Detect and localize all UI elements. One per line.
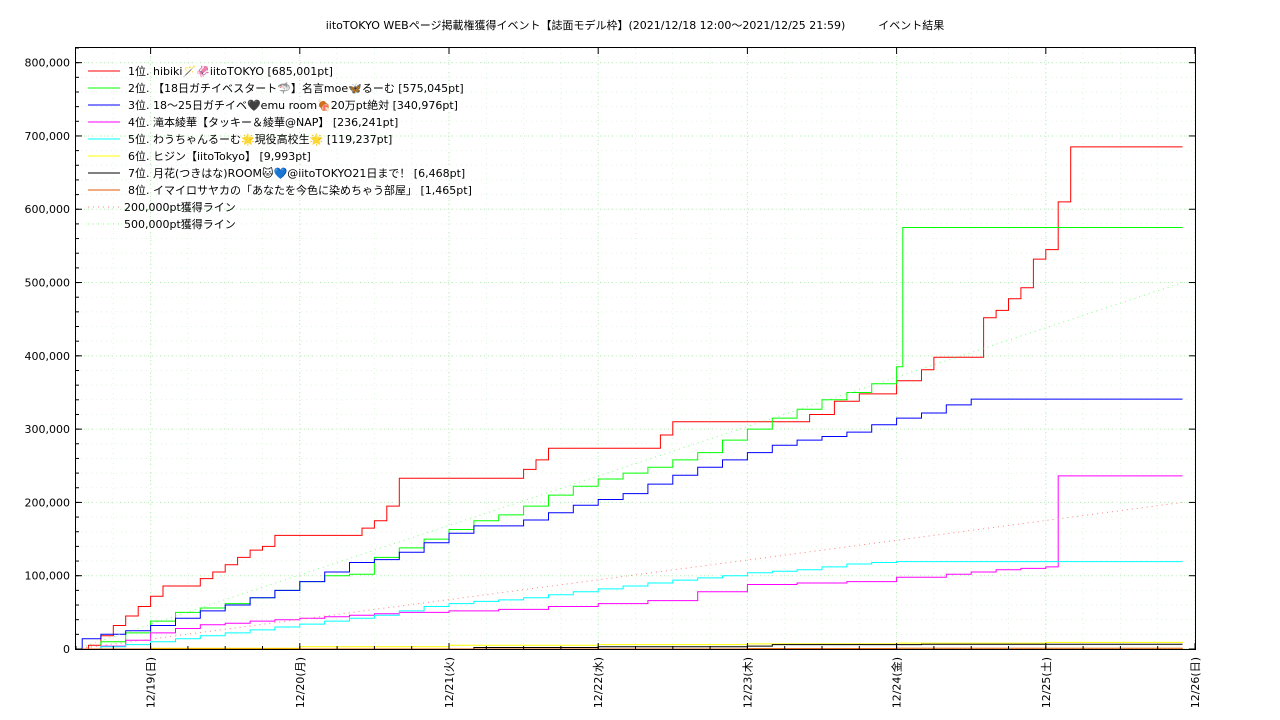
x-tick-label: 12/26(日) <box>1189 657 1202 708</box>
y-tick-label: 0 <box>63 643 70 656</box>
series-line-5 <box>76 561 1183 650</box>
series-line-9 <box>75 501 1183 650</box>
legend-label-2: 2位. 【18日ガチイベスタート🦈】名言moe🦋るーむ [575,045pt] <box>128 81 464 95</box>
legend-label-8: 8位. イマイロサヤカの「あなたを今色に染めちゃう部屋」 [1,465pt] <box>128 183 472 197</box>
chart-title: iitoTOKYO WEBページ掲載権獲得イベント【誌面モデル枠】(2021/1… <box>326 18 945 32</box>
series-line-4 <box>76 475 1183 650</box>
series-line-3 <box>76 398 1183 650</box>
legend-label-10: 500,000pt獲得ライン <box>124 218 236 231</box>
series-line-1 <box>76 146 1183 650</box>
x-tick-label: 12/25(土) <box>1040 657 1053 708</box>
y-tick-label: 700,000 <box>25 130 71 143</box>
y-tick-label: 500,000 <box>25 277 71 290</box>
axes-group: 12/19(日) 12/20(月) 12/21(火) 12/22(水) 12/23(木)… <box>25 47 1202 708</box>
legend-label-3: 3位. 18〜25日ガチイベ🖤emu room🍖20万pt絶対 [340,976… <box>128 98 458 113</box>
y-tick-label: 100,000 <box>25 570 71 583</box>
y-tick-label: 600,000 <box>25 203 71 216</box>
plot-frame <box>75 47 1196 650</box>
y-tick-label: 800,000 <box>25 57 71 70</box>
series-group <box>75 146 1183 650</box>
x-tick-label: 12/22(水) <box>592 657 605 708</box>
legend-label-7: 7位. 月花(つきはな)ROOM🐱💙@iitoTOKYO21日まで！ [6,46… <box>128 166 465 180</box>
legend-label-5: 5位. わうちゃんるーむ🌟現役高校生🌟 [119,237pt] <box>128 132 392 146</box>
series-line-10 <box>75 282 1183 650</box>
legend-label-4: 4位. 滝本綾華【タッキー＆綾華@NAP】 [236,241pt] <box>128 115 398 129</box>
x-tick-label: 12/20(月) <box>294 657 307 708</box>
x-tick-label: 12/23(木) <box>741 657 754 708</box>
y-tick-label: 200,000 <box>25 496 71 509</box>
x-tick-label: 12/19(日) <box>145 657 158 708</box>
legend: 1位. hibiki🪄🦑iitoTOKYO [685,001pt] 2位. 【18… <box>88 64 472 231</box>
legend-label-1: 1位. hibiki🪄🦑iitoTOKYO [685,001pt] <box>128 64 333 78</box>
x-tick-label: 12/21(火) <box>443 657 456 708</box>
legend-label-6: 6位. ヒジン【iitoTokyo】 [9,993pt] <box>128 149 311 163</box>
y-tick-label: 300,000 <box>25 423 71 436</box>
x-tick-label: 12/24(金) <box>890 657 904 708</box>
y-tick-label: 400,000 <box>25 350 71 363</box>
legend-label-9: 200,000pt獲得ライン <box>124 201 236 214</box>
